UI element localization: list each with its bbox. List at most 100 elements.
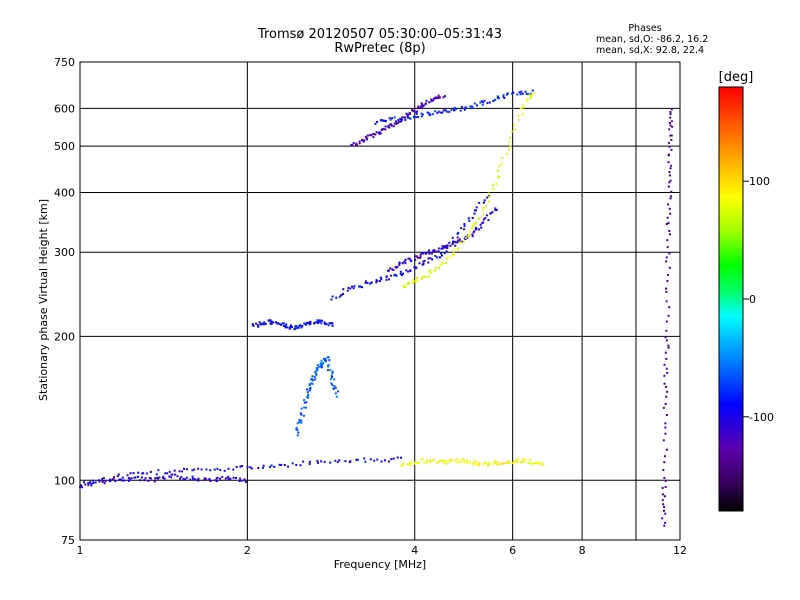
echo-point <box>421 457 424 460</box>
echo-point <box>157 469 160 472</box>
echo-point <box>475 227 478 230</box>
echo-point <box>426 251 429 254</box>
echo-point <box>467 217 470 220</box>
echo-point <box>330 298 333 301</box>
echo-point <box>669 179 672 182</box>
echo-point <box>429 460 432 463</box>
echo-point <box>229 477 232 480</box>
echo-point <box>219 477 222 480</box>
echo-point <box>664 479 667 482</box>
echo-point <box>404 118 407 121</box>
echo-point <box>356 458 359 461</box>
echo-point <box>491 211 494 214</box>
echo-point <box>402 463 405 466</box>
echo-point <box>329 322 332 325</box>
echo-point <box>185 468 188 471</box>
echo-point <box>402 285 405 288</box>
echo-point <box>148 477 151 480</box>
echo-point <box>418 256 421 259</box>
echo-point <box>315 368 318 371</box>
echo-point <box>443 245 446 248</box>
echo-point <box>420 276 423 279</box>
echo-point <box>517 118 520 121</box>
echo-point <box>463 460 466 463</box>
echo-point <box>485 214 488 217</box>
echo-point <box>121 479 124 482</box>
echo-point <box>436 96 439 99</box>
echo-point <box>335 296 338 299</box>
echo-point <box>442 246 445 249</box>
echo-point <box>398 261 401 264</box>
echo-point <box>488 461 491 464</box>
echo-point <box>428 270 431 273</box>
echo-point <box>304 322 307 325</box>
echo-point <box>330 322 333 325</box>
echo-point <box>471 233 474 236</box>
echo-point <box>401 116 404 119</box>
echo-point <box>300 413 303 416</box>
echo-point <box>412 109 415 112</box>
echo-point <box>255 322 258 325</box>
echo-point <box>387 125 390 128</box>
echo-point <box>407 257 410 260</box>
echo-point <box>249 466 252 469</box>
echo-point <box>670 120 673 123</box>
echo-point <box>429 459 432 462</box>
echo-point <box>475 209 478 212</box>
echo-point <box>472 462 475 465</box>
echo-point <box>209 480 212 483</box>
echo-point <box>137 475 140 478</box>
echo-point <box>669 197 672 200</box>
echo-point <box>322 357 325 360</box>
echo-point <box>393 122 396 125</box>
echo-point <box>516 458 519 461</box>
echo-point <box>193 478 196 481</box>
echo-point <box>522 104 525 107</box>
echo-point <box>205 478 208 481</box>
echo-point <box>360 139 363 142</box>
echo-point <box>668 266 671 269</box>
echo-point <box>358 142 361 145</box>
echo-point <box>400 120 403 123</box>
echo-point <box>408 116 411 119</box>
echo-point <box>456 241 459 244</box>
echo-point <box>252 324 255 327</box>
echo-point <box>300 421 303 424</box>
echo-point <box>331 384 334 387</box>
echo-point <box>535 462 538 465</box>
echo-point <box>453 248 456 251</box>
echo-point <box>404 116 407 119</box>
echo-point <box>257 325 260 328</box>
echo-point <box>469 461 472 464</box>
echo-point <box>213 468 216 471</box>
echo-point <box>439 263 442 266</box>
echo-point <box>209 469 212 472</box>
echo-point <box>451 236 454 239</box>
echo-point <box>526 93 529 96</box>
echo-point <box>667 314 670 317</box>
echo-point <box>528 94 531 97</box>
echo-point <box>662 406 665 409</box>
echo-point <box>388 117 391 120</box>
echo-point <box>478 461 481 464</box>
echo-point <box>346 289 349 292</box>
echo-point <box>288 327 291 330</box>
echo-point <box>423 461 426 464</box>
echo-point <box>409 269 412 272</box>
echo-point <box>375 281 378 284</box>
echo-point <box>109 479 112 482</box>
echo-point <box>665 320 668 323</box>
echo-point <box>413 266 416 269</box>
echo-point <box>496 96 499 99</box>
echo-point <box>471 106 474 109</box>
echo-point <box>314 378 317 381</box>
echo-point <box>358 140 361 143</box>
echo-point <box>399 118 402 121</box>
echo-point <box>241 465 244 468</box>
echo-point <box>399 273 402 276</box>
echo-point <box>316 320 319 323</box>
echo-point <box>166 472 169 475</box>
echo-point <box>246 466 249 469</box>
echo-point <box>331 372 334 375</box>
echo-point <box>510 130 513 133</box>
